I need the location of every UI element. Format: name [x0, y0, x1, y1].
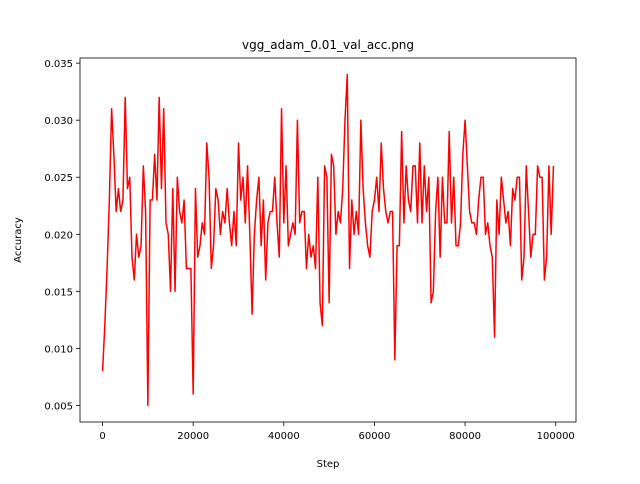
- x-axis-label: Step: [317, 459, 340, 470]
- x-tick-label: 60000: [359, 431, 391, 442]
- x-tick-label: 20000: [177, 431, 209, 442]
- y-tick-label: 0.005: [44, 401, 73, 412]
- y-tick-label: 0.025: [44, 173, 73, 184]
- y-tick-label: 0.015: [44, 287, 73, 298]
- y-tick-label: 0.020: [44, 230, 73, 241]
- x-tick-label: 80000: [449, 431, 481, 442]
- chart-title: vgg_adam_0.01_val_acc.png: [242, 38, 414, 52]
- x-tick-label: 0: [99, 431, 105, 442]
- y-tick-label: 0.010: [44, 344, 73, 355]
- x-tick-label: 40000: [268, 431, 300, 442]
- plot-frame: [79, 57, 577, 423]
- y-axis-label: Accuracy: [13, 217, 24, 263]
- y-tick-label: 0.030: [44, 116, 73, 127]
- x-tick-label: 100000: [537, 431, 575, 442]
- data-line: [101, 73, 555, 407]
- y-tick-label: 0.035: [44, 59, 73, 70]
